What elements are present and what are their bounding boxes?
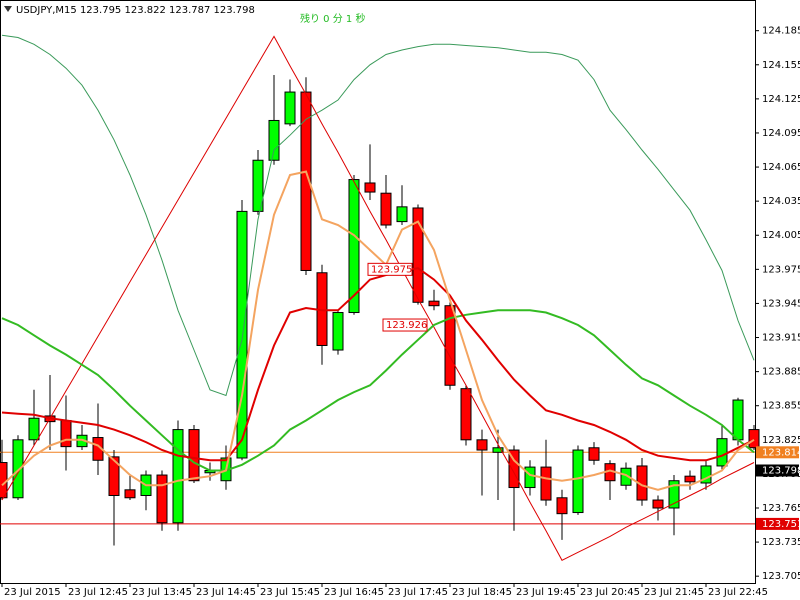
- axis-price-tag: [756, 446, 799, 459]
- candle-body: [684, 475, 696, 483]
- candle-body: [124, 489, 136, 499]
- price-label-box: [382, 318, 428, 332]
- chart-title: USDJPY,M15 123.795 123.822 123.787 123.7…: [16, 5, 255, 16]
- candle-body: [268, 119, 280, 161]
- axis-price-tag: [756, 464, 799, 477]
- y-tick-label: 123.765: [762, 503, 800, 514]
- x-tick-label: 23 Jul 19:45: [516, 587, 576, 598]
- y-tick-label: 124.005: [762, 230, 800, 241]
- candle-body: [716, 438, 728, 467]
- candle-body: [732, 399, 744, 441]
- axis-price-tag-label: 123.751: [762, 519, 800, 530]
- y-tick-label: 123.945: [762, 298, 800, 309]
- indicator-line: [1, 35, 755, 561]
- x-tick-label: 23 Jul 17:45: [388, 587, 448, 598]
- price-label: 123.975: [371, 264, 412, 275]
- y-tick-label: 123.705: [762, 571, 800, 582]
- candle-body: [108, 456, 120, 496]
- y-tick-label: 123.735: [762, 537, 800, 548]
- candle-body: [60, 419, 72, 448]
- x-tick-label: 23 Jul 16:45: [324, 587, 384, 598]
- candle-body: [652, 499, 664, 509]
- candle-body: [188, 429, 200, 482]
- x-tick-label: 23 Jul 13:45: [132, 587, 192, 598]
- candle-body: [396, 206, 408, 223]
- x-tick-label: 23 Jul 15:45: [260, 587, 320, 598]
- candle-body: [252, 159, 264, 212]
- y-tick-label: 124.125: [762, 94, 800, 105]
- candle-body: [428, 300, 440, 307]
- axis-price-tag-label: 123.798: [762, 465, 800, 476]
- candle-body: [332, 312, 344, 351]
- price-label: 123.926: [386, 320, 427, 331]
- price-label-box: [367, 262, 413, 276]
- axis-price-tag-label: 123.814: [762, 447, 800, 458]
- x-tick-label: 23 Jul 18:45: [452, 587, 512, 598]
- axis-price-tag: [756, 517, 799, 530]
- candle-body: [348, 179, 360, 314]
- y-tick-label: 124.035: [762, 196, 800, 207]
- candle-body: [156, 474, 168, 524]
- candle-body: [284, 91, 296, 125]
- candle-body: [444, 305, 456, 386]
- x-tick-label: 23 Jul 20:45: [580, 587, 640, 598]
- y-tick-label: 124.185: [762, 26, 800, 37]
- candle-body: [700, 465, 712, 484]
- indicator-line: [1, 309, 755, 472]
- y-tick-label: 123.915: [762, 333, 800, 344]
- candle-body: [364, 182, 376, 193]
- candle-body: [620, 467, 632, 486]
- indicator-line: [1, 170, 755, 491]
- candle-body: [588, 447, 600, 461]
- candle-body: [300, 91, 312, 271]
- candle-body: [492, 447, 504, 453]
- y-tick-label: 123.825: [762, 435, 800, 446]
- candle-body: [668, 480, 680, 509]
- y-tick-label: 123.855: [762, 401, 800, 412]
- y-tick-label: 124.095: [762, 128, 800, 139]
- indicator-line: [1, 34, 755, 397]
- x-tick-label: 23 Jul 22:45: [708, 587, 768, 598]
- y-tick-label: 123.885: [762, 367, 800, 378]
- y-tick-label: 123.975: [762, 264, 800, 275]
- candle-body: [172, 429, 184, 524]
- timer: 残り 0 分 1 秒: [300, 12, 365, 25]
- candle-body: [12, 439, 24, 499]
- candle-body: [412, 207, 424, 303]
- candle-body: [380, 192, 392, 226]
- x-tick-label: 23 Jul 21:45: [644, 587, 704, 598]
- plot-frame: [0, 0, 756, 584]
- candle-body: [508, 449, 520, 489]
- candle-body: [572, 449, 584, 514]
- indicator-line: [1, 267, 755, 462]
- candle-body: [524, 466, 536, 489]
- candle-body: [556, 497, 568, 515]
- candle-body: [460, 388, 472, 441]
- candle-body: [476, 439, 488, 451]
- y-tick-label: 124.155: [762, 60, 800, 71]
- y-tick-label: 124.065: [762, 162, 800, 173]
- title-icon: [4, 6, 12, 12]
- x-tick-label: 23 Jul 14:45: [196, 587, 256, 598]
- candle-body: [540, 466, 552, 501]
- candle-body: [236, 210, 248, 459]
- x-tick-label: 23 Jul 12:45: [68, 587, 128, 598]
- x-tick-label: 23 Jul 2015: [4, 587, 61, 598]
- candle-body: [748, 429, 760, 449]
- candle-body: [28, 417, 40, 441]
